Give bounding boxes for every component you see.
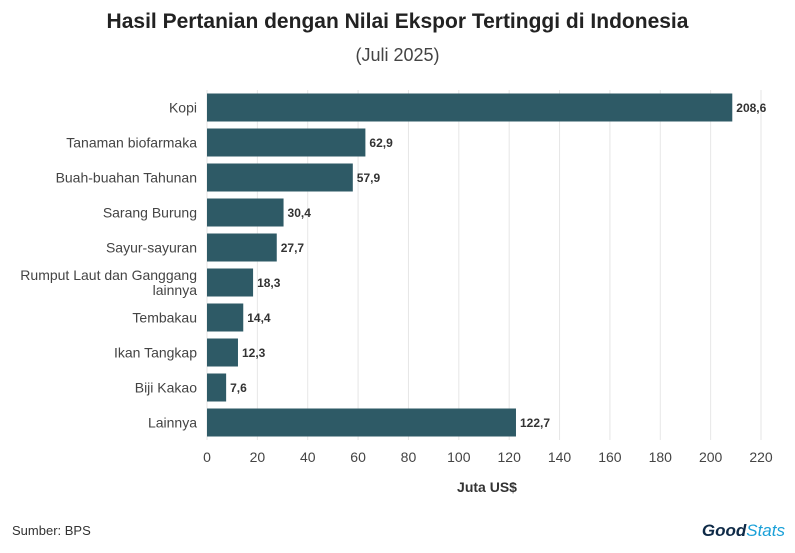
bar-5 <box>207 268 254 297</box>
value-label-1: 62,9 <box>369 136 393 150</box>
bar-7 <box>207 338 238 367</box>
value-label-0: 208,6 <box>736 101 766 115</box>
x-tick-label-6: 120 <box>498 449 522 465</box>
bar-6 <box>207 303 244 332</box>
category-label-2: Buah-buahan Tahunan <box>56 170 197 186</box>
value-label-9: 122,7 <box>520 416 550 430</box>
chart-title: Hasil Pertanian dengan Nilai Ekspor Tert… <box>106 10 689 33</box>
bar-3 <box>207 198 284 227</box>
bar-4 <box>207 233 277 262</box>
x-tick-label-10: 200 <box>699 449 723 465</box>
x-tick-label-0: 0 <box>203 449 211 465</box>
x-tick-label-8: 160 <box>598 449 622 465</box>
x-tick-label-7: 140 <box>548 449 572 465</box>
category-label-5-line-1: lainnya <box>153 282 198 298</box>
x-tick-label-4: 80 <box>401 449 417 465</box>
x-tick-label-1: 20 <box>250 449 266 465</box>
value-labels: 208,6 62,9 57,9 30,4 27,7 18,3 14,4 12,3 7,6 122,… <box>230 101 767 430</box>
value-label-3: 30,4 <box>288 206 312 220</box>
category-label-6: Tembakau <box>132 310 197 326</box>
value-label-2: 57,9 <box>357 171 381 185</box>
x-tick-label-11: 220 <box>749 449 773 465</box>
bar-0 <box>207 93 733 122</box>
category-label-9: Lainnya <box>148 415 197 431</box>
category-labels: Kopi Tanaman biofarmaka Buah-buahan Tahuna… <box>20 100 197 431</box>
source-note: Sumber: BPS <box>12 523 91 538</box>
value-label-5: 18,3 <box>257 276 281 290</box>
category-label-8: Biji Kakao <box>135 380 197 396</box>
bar-8 <box>207 373 227 402</box>
bars-group <box>207 93 733 437</box>
brand-logo-part2: Stats <box>746 521 785 540</box>
x-tick-label-3: 60 <box>350 449 366 465</box>
value-label-7: 12,3 <box>242 346 266 360</box>
x-tick-label-2: 40 <box>300 449 316 465</box>
x-tick-label-9: 180 <box>649 449 673 465</box>
bar-9 <box>207 408 516 437</box>
x-axis-label: Juta US$ <box>457 479 517 495</box>
chart-subtitle: (Juli 2025) <box>355 45 440 65</box>
value-label-8: 7,6 <box>230 381 247 395</box>
category-label-4: Sayur-sayuran <box>106 240 197 256</box>
category-label-5-line-0: Rumput Laut dan Ganggang <box>20 267 197 283</box>
value-label-4: 27,7 <box>281 241 305 255</box>
category-label-0: Kopi <box>169 100 197 116</box>
category-label-3: Sarang Burung <box>103 205 197 221</box>
value-label-6: 14,4 <box>247 311 271 325</box>
x-tick-labels: 0 20 40 60 80 100 120 140 160 180 200 220 <box>203 449 773 465</box>
brand-logo: GoodStats <box>702 521 785 541</box>
bar-2 <box>207 163 353 192</box>
brand-logo-part1: Good <box>701 521 747 540</box>
bar-1 <box>207 128 366 157</box>
category-label-7: Ikan Tangkap <box>114 345 197 361</box>
x-tick-label-5: 100 <box>447 449 471 465</box>
category-label-1: Tanaman biofarmaka <box>66 135 197 151</box>
